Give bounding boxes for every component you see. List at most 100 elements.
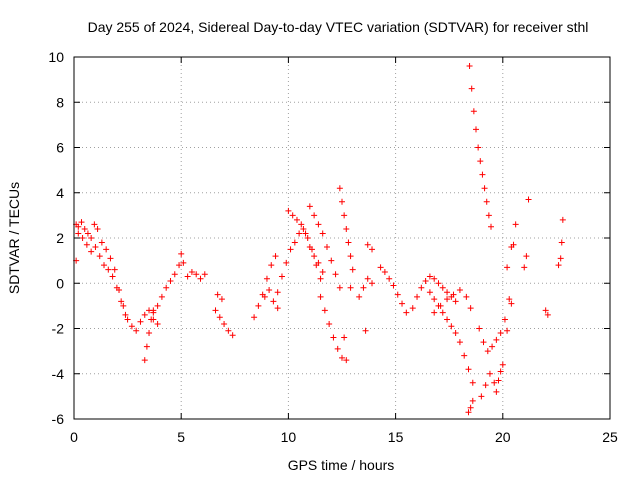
data-point xyxy=(399,300,406,307)
data-point xyxy=(315,259,322,266)
data-series xyxy=(362,327,369,334)
data-series xyxy=(212,307,236,339)
data-point xyxy=(81,225,88,232)
data-point xyxy=(268,262,275,269)
data-series xyxy=(306,203,343,291)
data-point xyxy=(263,275,270,282)
data-series xyxy=(341,284,354,364)
data-series xyxy=(178,250,187,266)
data-point xyxy=(452,298,459,305)
data-point xyxy=(343,225,350,232)
data-point xyxy=(437,302,444,309)
data-point xyxy=(465,366,472,373)
x-tick-label: 15 xyxy=(388,429,404,445)
x-axis-label: GPS time / hours xyxy=(288,457,395,473)
data-point xyxy=(542,307,549,314)
data-point xyxy=(347,284,354,291)
data-point xyxy=(285,207,292,214)
data-series xyxy=(504,244,515,271)
data-series xyxy=(364,241,376,253)
data-point xyxy=(456,287,463,294)
data-point xyxy=(334,345,341,352)
data-series xyxy=(317,293,345,361)
data-point xyxy=(481,185,488,192)
x-tick-label: 0 xyxy=(70,429,78,445)
data-point xyxy=(167,277,174,284)
data-point xyxy=(465,409,472,416)
data-point xyxy=(431,275,438,282)
data-point xyxy=(291,239,298,246)
data-point xyxy=(484,348,491,355)
data-point xyxy=(304,235,311,241)
data-point xyxy=(154,302,161,309)
data-point xyxy=(261,293,268,300)
data-point xyxy=(101,262,108,269)
data-point xyxy=(141,357,148,364)
data-point xyxy=(78,219,85,226)
data-point xyxy=(559,216,566,223)
y-tick-label: 0 xyxy=(56,275,64,291)
data-point xyxy=(278,273,285,280)
data-point xyxy=(557,255,564,262)
data-point xyxy=(461,352,468,359)
data-point xyxy=(332,271,339,278)
data-point xyxy=(497,368,504,375)
data-point xyxy=(319,268,326,275)
data-point xyxy=(154,320,161,327)
data-point xyxy=(467,404,474,411)
data-point xyxy=(426,289,433,296)
data-point xyxy=(544,311,551,318)
y-tick-label: 4 xyxy=(56,185,64,201)
y-tick-label: 10 xyxy=(48,49,64,65)
data-point xyxy=(306,203,313,210)
data-point xyxy=(439,284,446,291)
x-tick-label: 5 xyxy=(177,429,185,445)
data-point xyxy=(197,275,204,282)
data-point xyxy=(506,296,513,303)
data-point xyxy=(118,298,125,305)
data-point xyxy=(298,221,305,228)
data-point xyxy=(103,246,110,253)
x-tick-label: 10 xyxy=(281,429,297,445)
data-point xyxy=(88,248,95,255)
data-point xyxy=(300,225,307,232)
data-point xyxy=(150,309,157,316)
y-tick-label: -4 xyxy=(52,366,65,382)
data-point xyxy=(274,289,281,296)
ticks-layer: 0 5 10 15 20 25 -6 -4 -2 0 2 4 6 8 10 xyxy=(48,49,618,445)
data-point xyxy=(409,305,416,312)
data-point xyxy=(88,235,95,241)
data-point xyxy=(84,230,91,237)
data-series xyxy=(478,370,498,400)
data-point xyxy=(188,268,195,275)
data-point xyxy=(109,273,116,280)
data-point xyxy=(336,185,343,192)
data-point xyxy=(512,221,519,228)
points-layer xyxy=(73,63,566,416)
data-point xyxy=(377,264,384,271)
data-point xyxy=(75,223,82,230)
data-point xyxy=(341,334,348,341)
data-point xyxy=(270,298,277,305)
data-point xyxy=(328,257,335,264)
data-point xyxy=(255,302,262,309)
data-point xyxy=(201,271,208,278)
data-point xyxy=(317,275,324,282)
data-point xyxy=(274,305,281,312)
data-point xyxy=(92,244,99,251)
data-point xyxy=(193,271,200,278)
data-point xyxy=(184,273,191,280)
data-point xyxy=(128,323,135,330)
data-point xyxy=(302,230,309,237)
data-point xyxy=(414,293,421,300)
data-point xyxy=(319,230,326,237)
data-series xyxy=(409,273,459,312)
data-point xyxy=(339,198,345,205)
data-point xyxy=(98,239,105,246)
data-point xyxy=(403,309,410,316)
data-point xyxy=(91,221,98,228)
data-series xyxy=(150,262,183,316)
data-point xyxy=(124,316,131,323)
data-point xyxy=(555,262,562,269)
